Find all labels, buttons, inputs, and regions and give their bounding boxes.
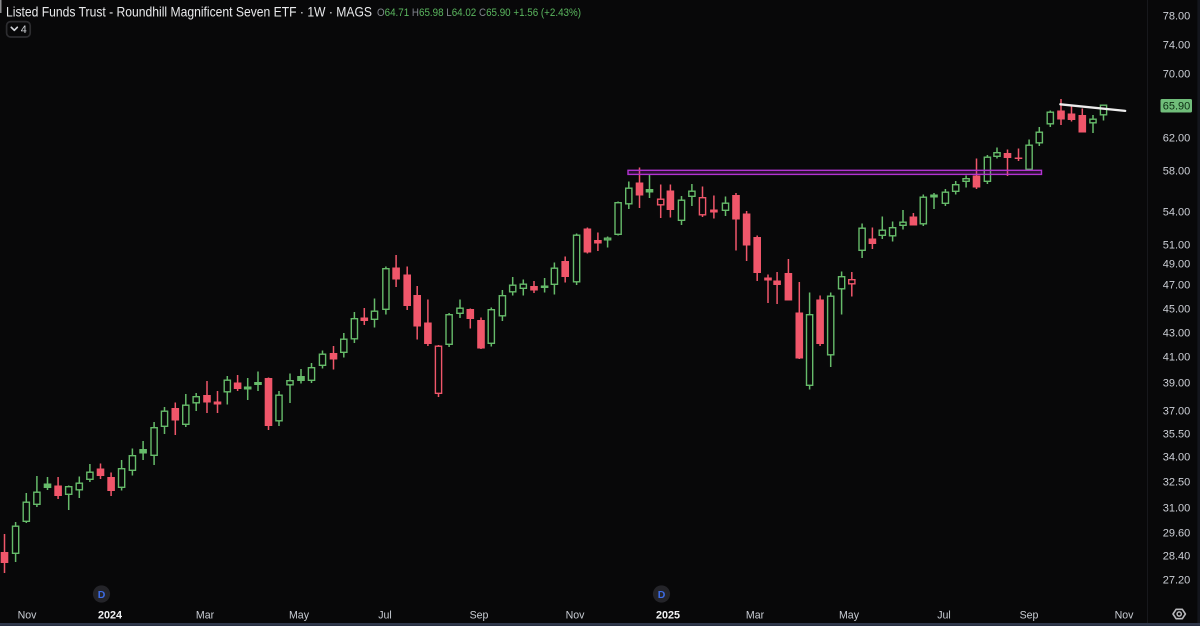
- svg-text:Jul: Jul: [937, 610, 951, 622]
- svg-text:Jul: Jul: [378, 610, 392, 622]
- svg-text:32.50: 32.50: [1163, 477, 1191, 489]
- svg-text:Mar: Mar: [196, 610, 215, 622]
- svg-text:34.00: 34.00: [1163, 452, 1191, 464]
- svg-text:51.00: 51.00: [1163, 240, 1191, 252]
- svg-text:49.00: 49.00: [1163, 259, 1191, 271]
- svg-text:37.00: 37.00: [1163, 406, 1191, 418]
- svg-text:35.50: 35.50: [1163, 429, 1191, 441]
- svg-text:65.90: 65.90: [1163, 100, 1191, 112]
- svg-text:May: May: [839, 610, 860, 622]
- svg-text:Sep: Sep: [470, 610, 489, 622]
- svg-text:29.60: 29.60: [1163, 528, 1191, 540]
- svg-text:43.00: 43.00: [1163, 328, 1191, 340]
- svg-text:O64.71 H65.98 L64.02 C65.90 +1: O64.71 H65.98 L64.02 C65.90 +1.56 (+2.43…: [377, 7, 581, 19]
- svg-text:D: D: [98, 589, 106, 601]
- svg-text:28.40: 28.40: [1163, 551, 1191, 563]
- svg-text:Sep: Sep: [1020, 610, 1039, 622]
- svg-text:70.00: 70.00: [1163, 69, 1191, 81]
- svg-text:62.00: 62.00: [1163, 133, 1191, 145]
- svg-text:Nov: Nov: [18, 610, 38, 622]
- svg-text:D: D: [658, 589, 666, 601]
- svg-text:Listed Funds Trust - Roundhill: Listed Funds Trust - Roundhill Magnifice…: [6, 4, 372, 20]
- svg-text:74.00: 74.00: [1163, 40, 1191, 52]
- svg-text:4: 4: [21, 24, 27, 36]
- svg-text:41.00: 41.00: [1163, 352, 1191, 364]
- svg-text:2024: 2024: [98, 610, 122, 622]
- svg-text:54.00: 54.00: [1163, 207, 1191, 219]
- svg-text:Nov: Nov: [566, 610, 586, 622]
- svg-text:Nov: Nov: [1115, 610, 1135, 622]
- svg-text:39.00: 39.00: [1163, 378, 1191, 390]
- svg-text:May: May: [289, 610, 310, 622]
- svg-text:27.20: 27.20: [1163, 575, 1191, 587]
- svg-text:45.00: 45.00: [1163, 304, 1191, 316]
- svg-text:58.00: 58.00: [1163, 166, 1191, 178]
- svg-text:2025: 2025: [656, 610, 680, 622]
- svg-text:Mar: Mar: [746, 610, 765, 622]
- svg-text:47.00: 47.00: [1163, 280, 1191, 292]
- svg-text:31.00: 31.00: [1163, 503, 1191, 515]
- svg-text:78.00: 78.00: [1163, 11, 1191, 23]
